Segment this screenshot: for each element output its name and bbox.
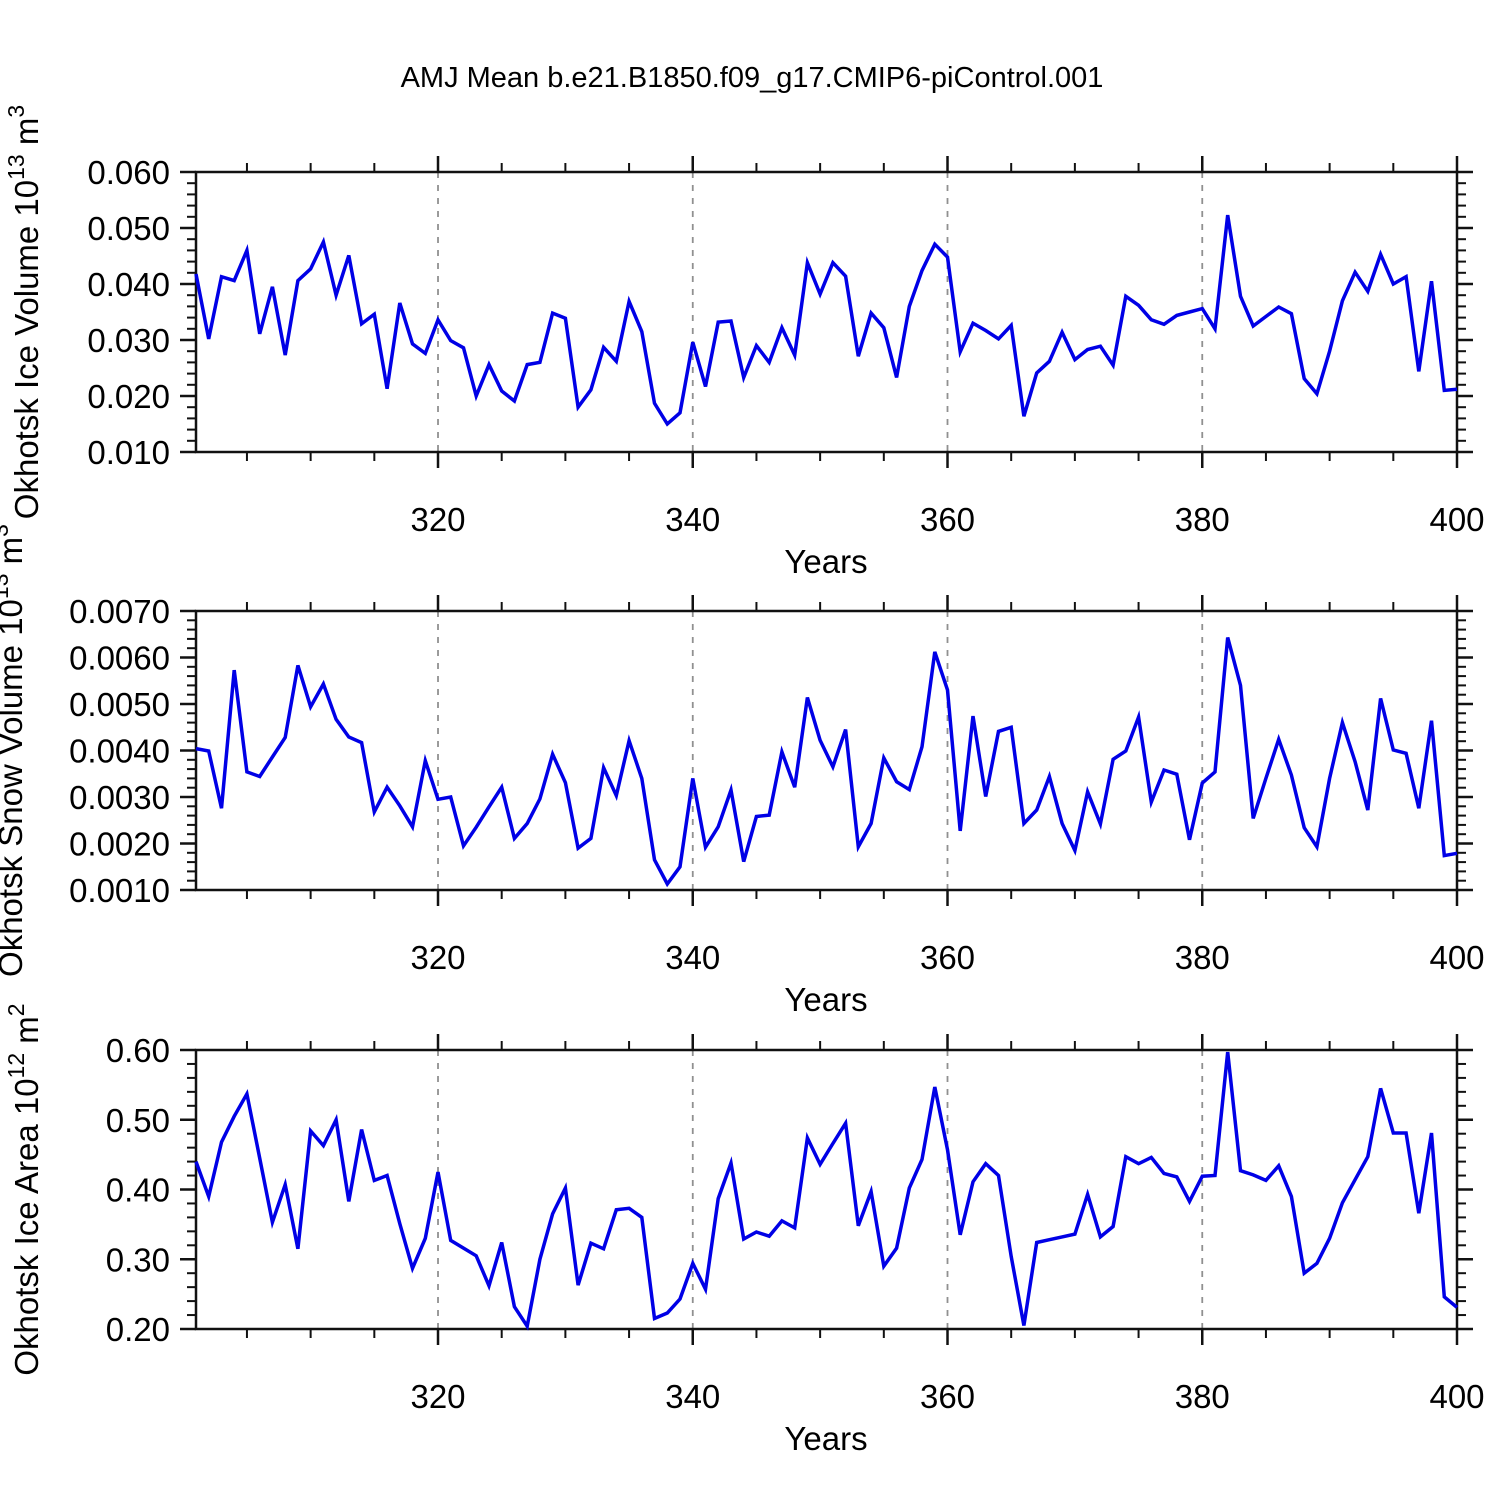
x-tick-label: 320 (410, 501, 465, 538)
x-tick-label: 400 (1429, 1378, 1484, 1415)
y-tick-label: 0.040 (87, 266, 170, 303)
y-tick-label: 0.0060 (69, 640, 170, 677)
x-tick-label: 400 (1429, 501, 1484, 538)
y-tick-label: 0.30 (106, 1241, 170, 1278)
x-axis-title: Years (784, 981, 867, 1018)
chart-title: AMJ Mean b.e21.B1850.f09_g17.CMIP6-piCon… (400, 62, 1104, 94)
x-tick-label: 320 (410, 939, 465, 976)
x-axis-title: Years (784, 543, 867, 580)
y-tick-label: 0.060 (87, 154, 170, 191)
y-tick-label: 0.020 (87, 378, 170, 415)
panel-ice-volume: 320 340 360 380 400 0.010 0.020 0.030 0.040 0.050… (3, 105, 1485, 538)
y-tick-label: 0.0040 (69, 733, 170, 770)
y-tick-label: 0.0020 (69, 826, 170, 863)
panel-snow-volume: 320 340 360 380 400 0.0010 0.0020 0.0030 0.0040 0… (0, 524, 1485, 977)
x-tick-label: 380 (1175, 501, 1230, 538)
panel-ice-area: 320 340 360 380 400 0.20 0.30 0.40 0.50 0.60 Okhot… (3, 1003, 1485, 1415)
y-axis-title: Okhotsk Ice Area 1012 m2 (3, 1003, 45, 1375)
x-tick-label: 380 (1175, 1378, 1230, 1415)
y-tick-label: 0.010 (87, 434, 170, 471)
x-tick-label: 340 (665, 501, 720, 538)
y-tick-label: 0.0030 (69, 779, 170, 816)
x-tick-label: 320 (410, 1378, 465, 1415)
series-line-ice-volume (194, 214, 1458, 427)
y-tick-label: 0.20 (106, 1311, 170, 1348)
y-tick-label: 0.0010 (69, 872, 170, 909)
plot-frame (194, 1048, 1459, 1331)
x-tick-label: 360 (920, 939, 975, 976)
y-tick-label: 0.60 (106, 1032, 170, 1069)
y-axis-title: Okhotsk Snow Volume 1013 m3 (0, 524, 29, 977)
plot-frame (194, 170, 1459, 454)
x-tick-label: 400 (1429, 939, 1484, 976)
y-tick-label: 0.030 (87, 322, 170, 359)
y-tick-label: 0.050 (87, 210, 170, 247)
x-tick-label: 380 (1175, 939, 1230, 976)
y-tick-label: 0.0050 (69, 686, 170, 723)
series-line-snow-volume (195, 637, 1458, 888)
x-tick-label: 340 (665, 939, 720, 976)
y-tick-label: 0.50 (106, 1102, 170, 1139)
y-tick-label: 0.0070 (69, 593, 170, 630)
x-axis-title: Years (784, 1420, 867, 1457)
series-line-ice-area (194, 1051, 1459, 1331)
y-axis-title: Okhotsk Ice Volume 1013 m3 (3, 105, 45, 519)
x-tick-label: 360 (920, 1378, 975, 1415)
y-tick-label: 0.40 (106, 1172, 170, 1209)
x-tick-label: 340 (665, 1378, 720, 1415)
x-tick-label: 360 (920, 501, 975, 538)
